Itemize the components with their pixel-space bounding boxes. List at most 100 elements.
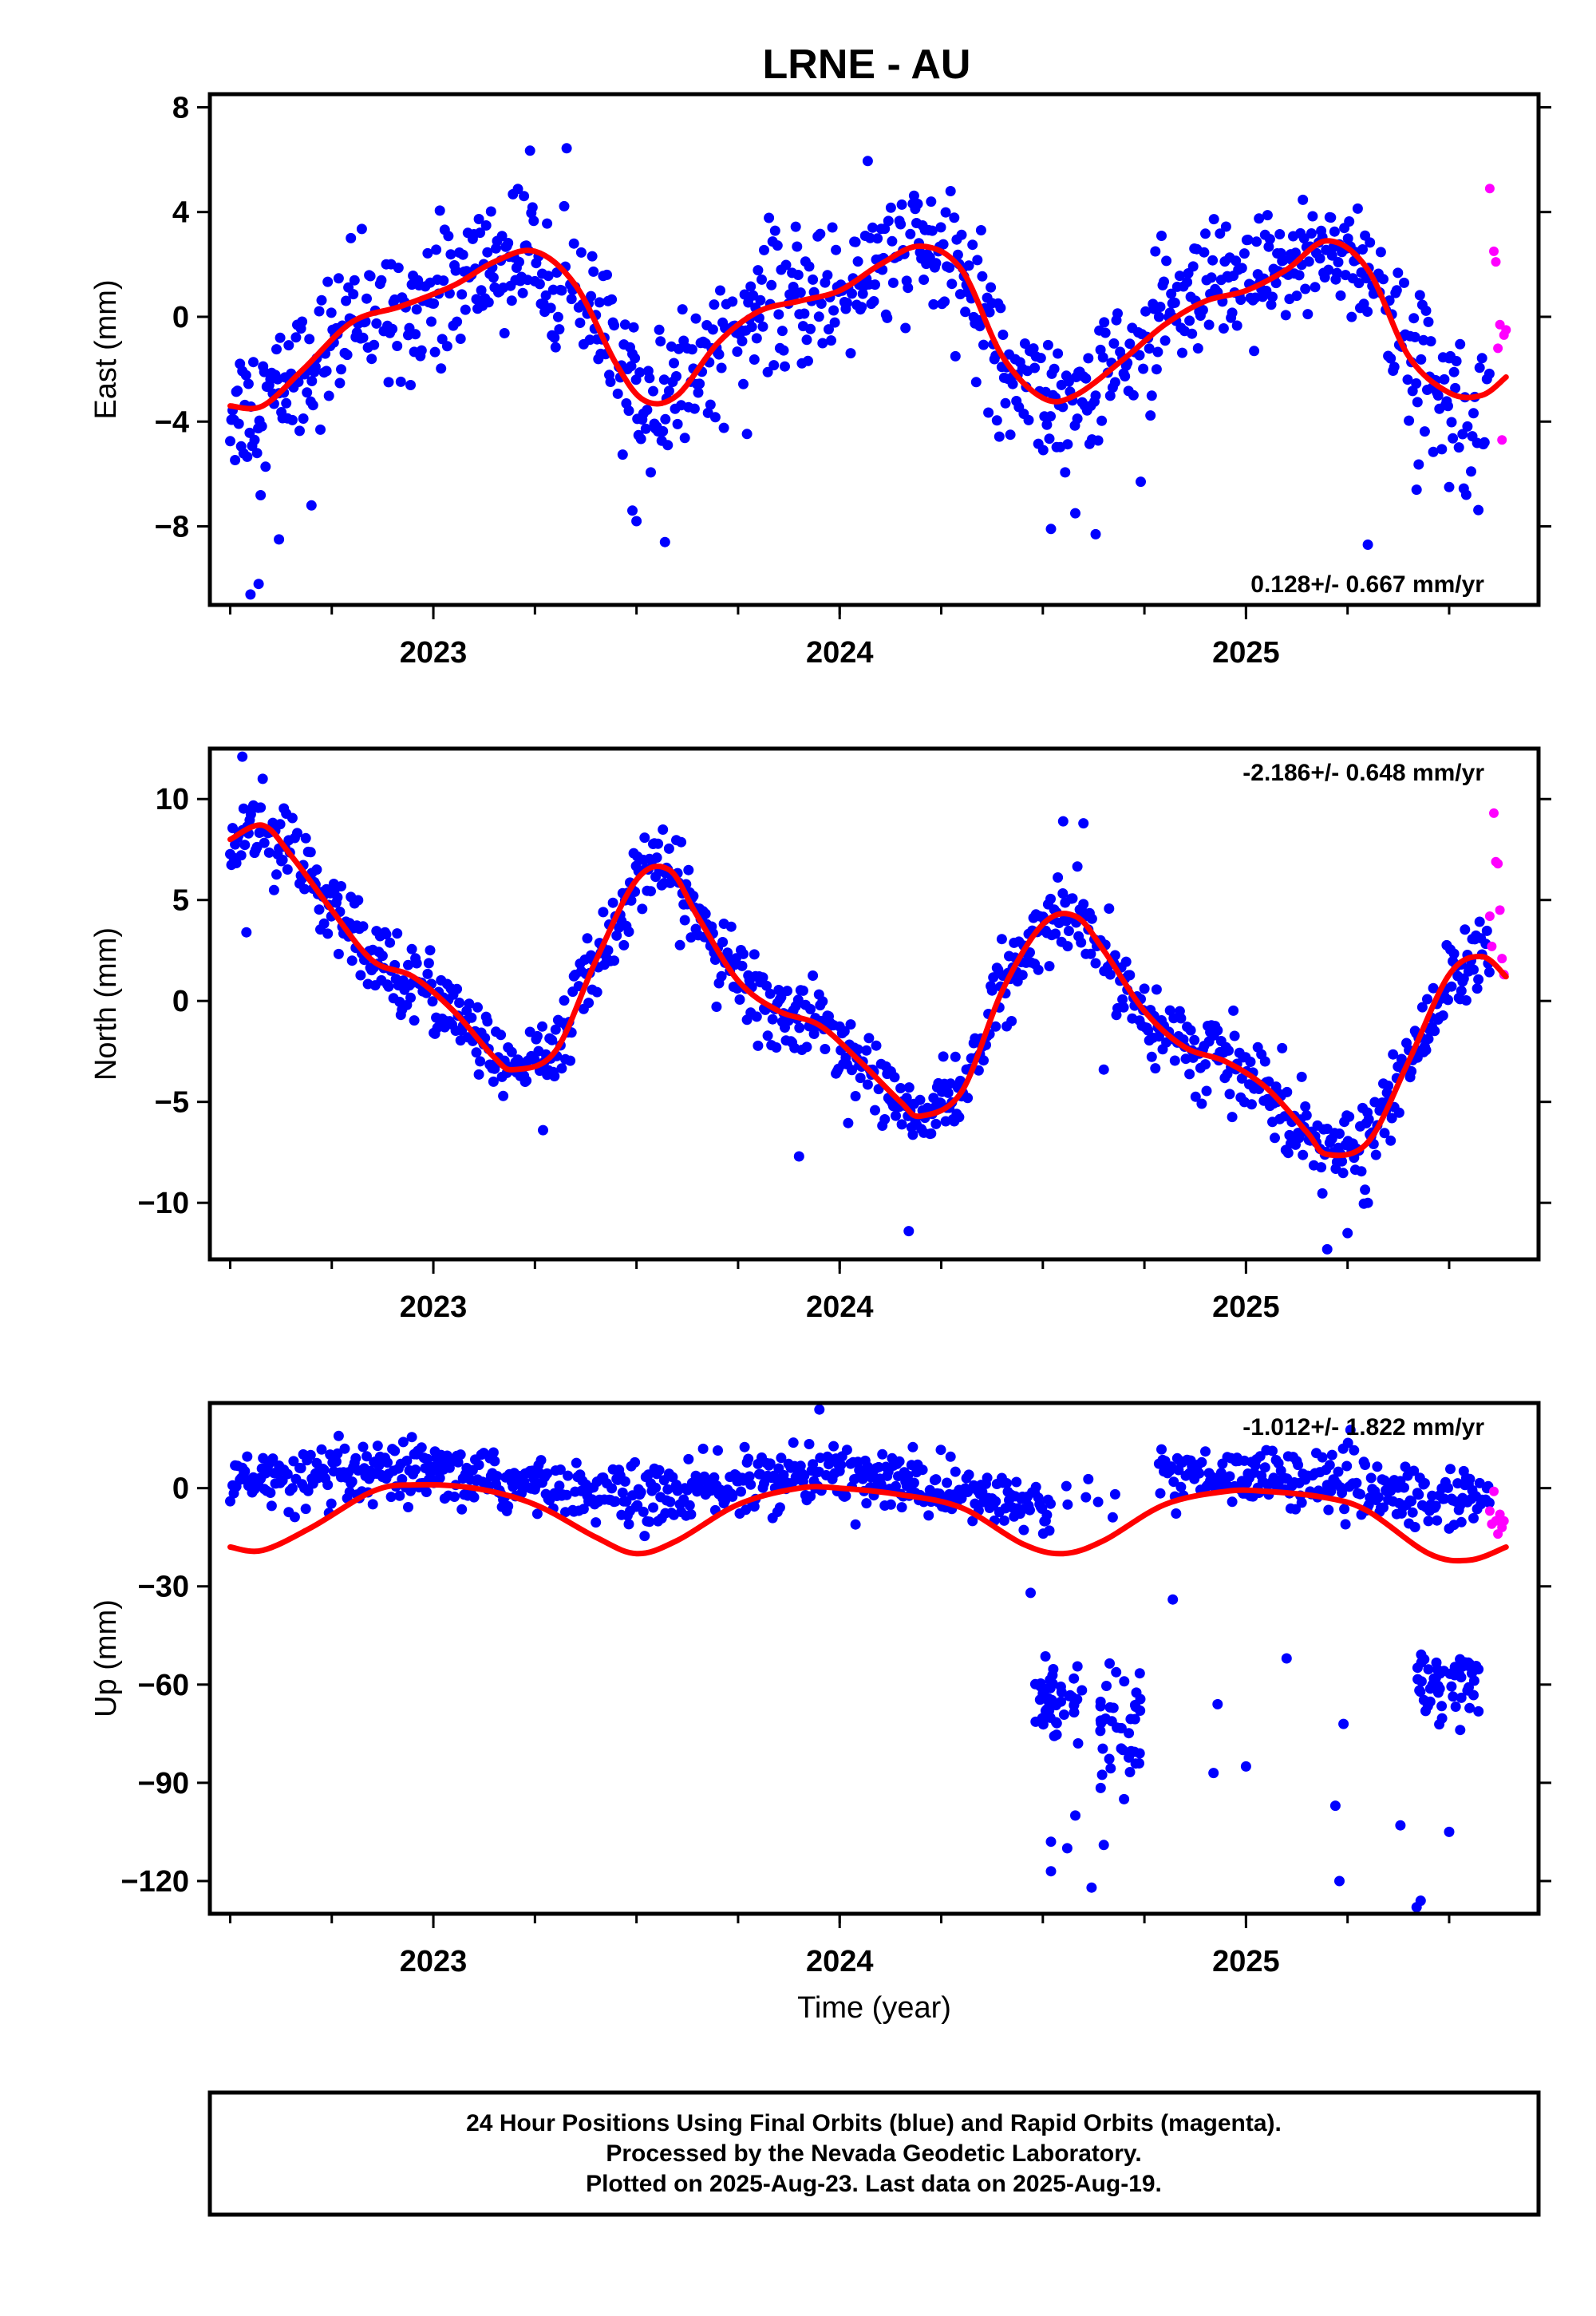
page-title: LRNE - AU (763, 41, 971, 88)
up-final-point (1001, 1478, 1012, 1488)
north-final-point (305, 847, 316, 858)
east-final-point (1208, 214, 1219, 225)
north-final-point (1146, 1051, 1157, 1062)
north-final-point (1175, 1013, 1187, 1024)
east-final-point (1266, 299, 1277, 310)
up-final-point (1041, 1509, 1053, 1520)
north-final-point (761, 980, 772, 991)
east-final-point (986, 282, 997, 293)
north-final-point (1446, 981, 1457, 992)
east-final-point (457, 249, 468, 260)
up-final-point (1473, 1664, 1484, 1675)
east-final-point (1100, 327, 1111, 338)
up-final-point (1267, 1445, 1278, 1456)
east-final-point (1451, 356, 1462, 366)
up-final-point (266, 1500, 277, 1512)
up-ytick-label: −30 (138, 1571, 189, 1604)
up-final-point (1095, 1725, 1106, 1737)
east-final-point (450, 265, 461, 276)
east-final-point (302, 387, 313, 398)
up-final-point (295, 1463, 306, 1474)
up-final-point (286, 1483, 298, 1494)
up-final-point (650, 1482, 662, 1493)
up-final-point (1413, 1489, 1424, 1500)
east-xtick-label: 2024 (806, 636, 874, 670)
up-final-point (841, 1445, 852, 1456)
east-ytick-label: 4 (172, 196, 189, 230)
north-final-point (717, 937, 729, 947)
north-final-point (425, 945, 436, 956)
north-final-point (1356, 1166, 1367, 1177)
up-final-point (1378, 1502, 1389, 1513)
north-final-point (1296, 1071, 1307, 1082)
east-final-point (930, 258, 942, 269)
north-final-point (488, 1076, 499, 1087)
east-final-point (627, 505, 638, 516)
north-final-point (1229, 1030, 1240, 1041)
east-final-point (1262, 210, 1273, 221)
up-final-point (1167, 1594, 1179, 1605)
up-final-point (1025, 1504, 1035, 1516)
east-final-point (336, 364, 346, 375)
east-final-point (928, 298, 939, 310)
north-final-point (1483, 966, 1495, 978)
east-final-point (1448, 433, 1459, 444)
north-final-point (973, 1065, 984, 1076)
east-final-point (883, 215, 894, 227)
up-final-point (405, 1485, 416, 1496)
north-final-point (1200, 1059, 1211, 1070)
east-final-point (1413, 459, 1424, 470)
east-final-point (1443, 401, 1453, 412)
east-final-point (1362, 539, 1373, 550)
north-xtick-label: 2024 (806, 1290, 874, 1324)
north-final-point (889, 1072, 900, 1083)
east-final-point (815, 228, 826, 239)
east-final-point (281, 397, 292, 409)
north-final-point (405, 992, 416, 1003)
east-final-point (1473, 504, 1484, 516)
north-final-point (930, 1118, 942, 1129)
east-final-point (1425, 336, 1436, 347)
east-final-point (482, 247, 493, 258)
east-final-point (1203, 319, 1215, 330)
east-final-point (1144, 343, 1155, 354)
up-final-point (382, 1457, 393, 1468)
up-final-point (300, 1504, 311, 1515)
east-final-point (230, 455, 241, 465)
east-final-point (314, 306, 325, 317)
north-final-point (861, 1045, 872, 1056)
east-final-point (1412, 397, 1423, 408)
up-final-point (1083, 1473, 1094, 1484)
north-final-point (1337, 1156, 1348, 1167)
north-final-point (653, 838, 664, 849)
up-final-point (1072, 1661, 1083, 1672)
up-final-point (1373, 1492, 1384, 1503)
up-final-point (397, 1474, 408, 1484)
east-final-point (757, 274, 767, 285)
north-final-point (651, 852, 662, 864)
east-final-point (718, 422, 729, 433)
east-final-point (426, 316, 437, 327)
up-final-point (578, 1504, 589, 1515)
up-final-point (1171, 1508, 1182, 1519)
north-final-point (591, 986, 602, 998)
east-final-point (255, 490, 267, 500)
up-final-point (1448, 1691, 1459, 1702)
up-final-point (1409, 1522, 1420, 1532)
north-final-point (377, 951, 388, 962)
east-final-point (1333, 257, 1344, 267)
up-final-point (990, 1496, 1001, 1507)
north-final-point (235, 850, 247, 861)
north-final-point (794, 1022, 805, 1034)
north-final-point (891, 1110, 901, 1121)
east-final-point (612, 388, 623, 399)
north-final-point (1385, 1135, 1396, 1146)
east-final-point (1104, 390, 1116, 401)
east-final-point (1161, 255, 1172, 267)
footer-line-3: Plotted on 2025-Aug-23. Last data on 202… (586, 2171, 1162, 2197)
east-final-point (275, 332, 286, 343)
east-final-point (1278, 255, 1289, 266)
east-final-point (1035, 353, 1046, 364)
north-final-point (942, 1087, 954, 1098)
north-final-point (259, 837, 270, 848)
